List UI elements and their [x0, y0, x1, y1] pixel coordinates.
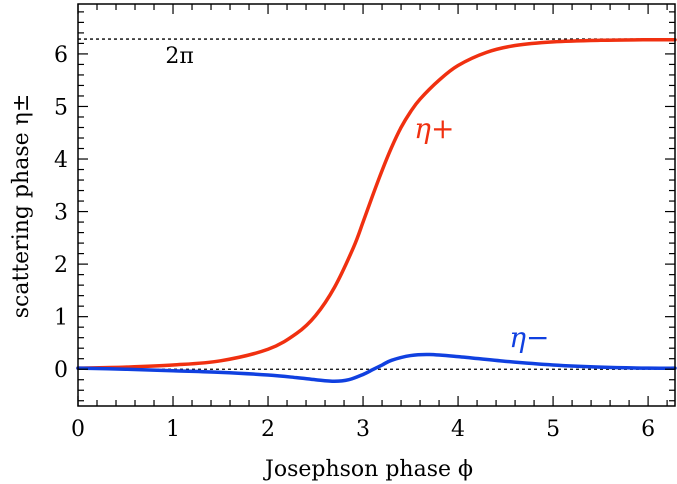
- x-tick-label: 5: [546, 417, 560, 442]
- x-tick-label: 3: [356, 417, 370, 442]
- x-tick-label: 2: [261, 417, 275, 442]
- x-tick-label: 6: [641, 417, 655, 442]
- x-tick-label: 4: [451, 417, 465, 442]
- y-tick-label: 1: [54, 306, 68, 331]
- x-tick-label: 1: [166, 417, 180, 442]
- y-tick-label: 4: [54, 148, 68, 173]
- reference-line-label: 2π: [165, 44, 193, 69]
- series-annotation-0: η+: [414, 112, 454, 145]
- series-annotation-1: η−: [509, 321, 549, 354]
- reference-lines: 2π: [78, 38, 675, 370]
- x-axis-label: Josephson phase ϕ: [263, 457, 473, 482]
- plot-frame: [77, 3, 676, 407]
- y-tick-label: 6: [54, 43, 68, 68]
- y-tick-label: 5: [54, 95, 68, 120]
- y-tick-label: 3: [54, 201, 68, 226]
- axis-ticks: [77, 4, 675, 406]
- annotations: η+ η−: [414, 112, 549, 354]
- y-axis-label: scattering phase η±: [9, 94, 34, 319]
- tick-labels: 0 1 2 3 4 5 6 0 1 2 3 4 5 6: [54, 43, 655, 442]
- series-line-0: [76, 37, 677, 370]
- y-tick-label: 2: [54, 253, 68, 278]
- x-tick-label: 0: [71, 417, 85, 442]
- series-lines: [76, 37, 677, 384]
- series-line-1: [76, 352, 677, 384]
- y-tick-label: 0: [54, 358, 68, 383]
